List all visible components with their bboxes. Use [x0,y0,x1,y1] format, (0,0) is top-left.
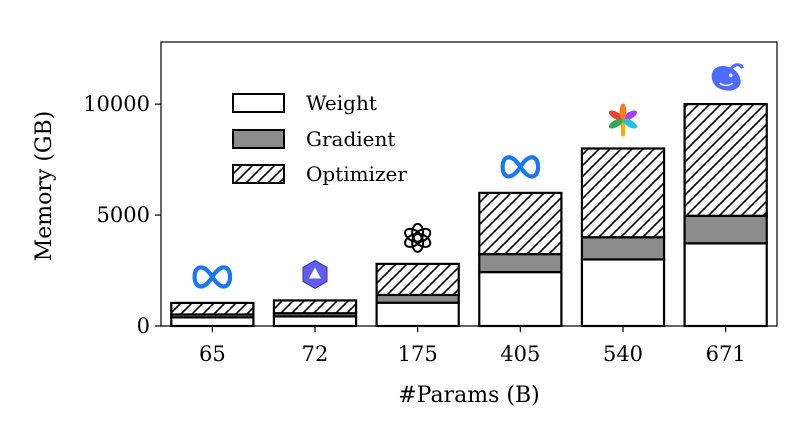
meta-logo-shape [192,265,233,289]
legend-swatch-weight [232,93,285,113]
palm-leaf [608,118,624,129]
bar-optimizer-671 [683,103,768,217]
palm-leaf [622,118,638,129]
meta-logo-shape [500,155,541,179]
bar-icons [192,63,745,290]
bar-optimizer-72 [272,299,358,315]
qwen-logo-icon [302,259,328,290]
bar-weight-65 [170,316,255,328]
deepseek-body [711,66,741,91]
deepseek-tail [730,63,745,70]
x-tick-label-65: 65 [199,342,226,366]
bar-weight-405 [478,270,563,328]
meta-logo-icon [500,155,541,179]
y-tick-label-5000: 5000 [97,203,150,227]
bar-gradient-405 [478,253,563,274]
palm-leaf [622,110,638,121]
legend-swatch-gradient [232,129,285,149]
bar-optimizer-65 [170,301,255,316]
meta-logo-icon [192,265,233,289]
legend: Weight Gradient Optimizer [232,91,407,186]
bar-gradient-540 [580,236,666,261]
x-tick-label-405: 405 [500,342,540,366]
bar-optimizer-540 [580,147,666,239]
x-axis-label: #Params (B) [398,383,539,408]
bar-gradient-671 [683,214,768,245]
y-tick-label-0: 0 [137,314,150,338]
bar-gradient-175 [375,293,460,304]
legend-label-weight: Weight [306,91,377,115]
y-tick-label-10000: 10000 [83,92,150,116]
bar-optimizer-405 [478,191,563,256]
palm-leaf [619,103,627,120]
legend-label-gradient: Gradient [306,127,395,151]
palm-leaf [608,110,624,121]
deepseek-mouth [719,82,734,87]
plot-frame [160,41,778,327]
openai-petal [404,227,423,243]
deepseek-eye [728,73,733,77]
deepseek-logo-icon [711,63,745,91]
palm-trunk [621,120,625,137]
x-tick-label-540: 540 [603,342,643,366]
openai-logo-icon [404,222,432,253]
legend-label-optimizer: Optimizer [306,162,407,186]
bar-weight-671 [683,242,768,328]
bar-optimizer-175 [375,262,460,297]
bar-weight-540 [580,258,666,328]
x-tick-label-671: 671 [706,342,746,366]
palm-logo-icon [608,103,638,137]
x-tick-label-175: 175 [398,342,438,366]
legend-swatch-optimizer [232,164,285,184]
bar-weight-175 [375,301,460,328]
x-tick-label-72: 72 [302,342,329,366]
y-axis-label: Memory (GB) [32,111,57,262]
plot-area [160,41,778,327]
bar-weight-72 [272,315,358,328]
axes: 65 72 175 405 540 671 0 5000 10000 [83,92,746,366]
qwen-inner-triangle [309,267,321,279]
bars [170,103,768,328]
